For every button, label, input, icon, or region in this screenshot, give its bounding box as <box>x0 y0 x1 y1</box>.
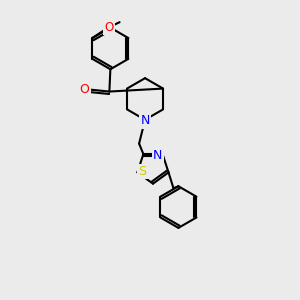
Text: N: N <box>153 148 162 162</box>
Text: O: O <box>105 21 114 34</box>
Text: O: O <box>80 83 89 96</box>
Text: N: N <box>140 114 150 127</box>
Text: S: S <box>138 165 146 178</box>
